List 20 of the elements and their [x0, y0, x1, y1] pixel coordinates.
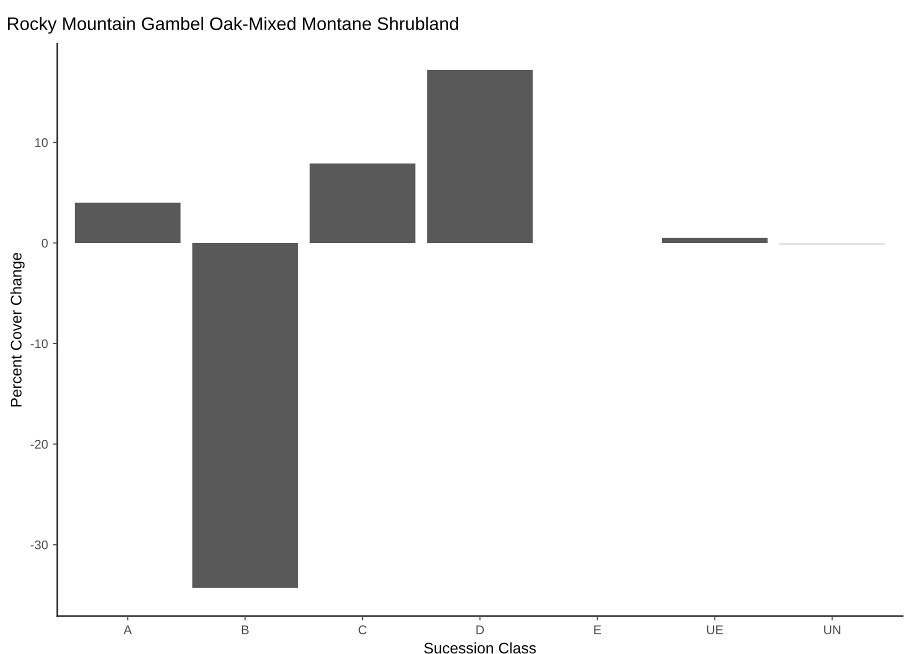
bar — [427, 70, 533, 243]
x-tick-label: A — [124, 626, 132, 634]
bar — [310, 164, 416, 243]
bar — [662, 238, 768, 243]
y-tick-label: -30 — [30, 540, 48, 550]
y-tick-label: -10 — [30, 339, 48, 348]
y-tick-label: -20 — [30, 440, 48, 449]
x-tick-label: UN — [824, 626, 840, 634]
y-tick-label: 10 — [35, 138, 48, 148]
x-tick-label: UE — [707, 626, 723, 634]
x-tick-label: D — [476, 626, 484, 634]
x-tick-label: B — [242, 626, 249, 634]
bar — [74, 202, 181, 243]
y-tick-label: 0 — [42, 238, 48, 248]
x-axis-title: Sucession Class — [424, 642, 536, 654]
y-axis-title: Percent Cover Change — [10, 252, 25, 406]
x-tick-label: E — [594, 626, 601, 634]
bar — [192, 242, 298, 588]
x-tick-label: C — [358, 625, 367, 634]
chart-title: Rocky Mountain Gambel Oak-Mixed Montane Shrubland — [8, 16, 458, 34]
